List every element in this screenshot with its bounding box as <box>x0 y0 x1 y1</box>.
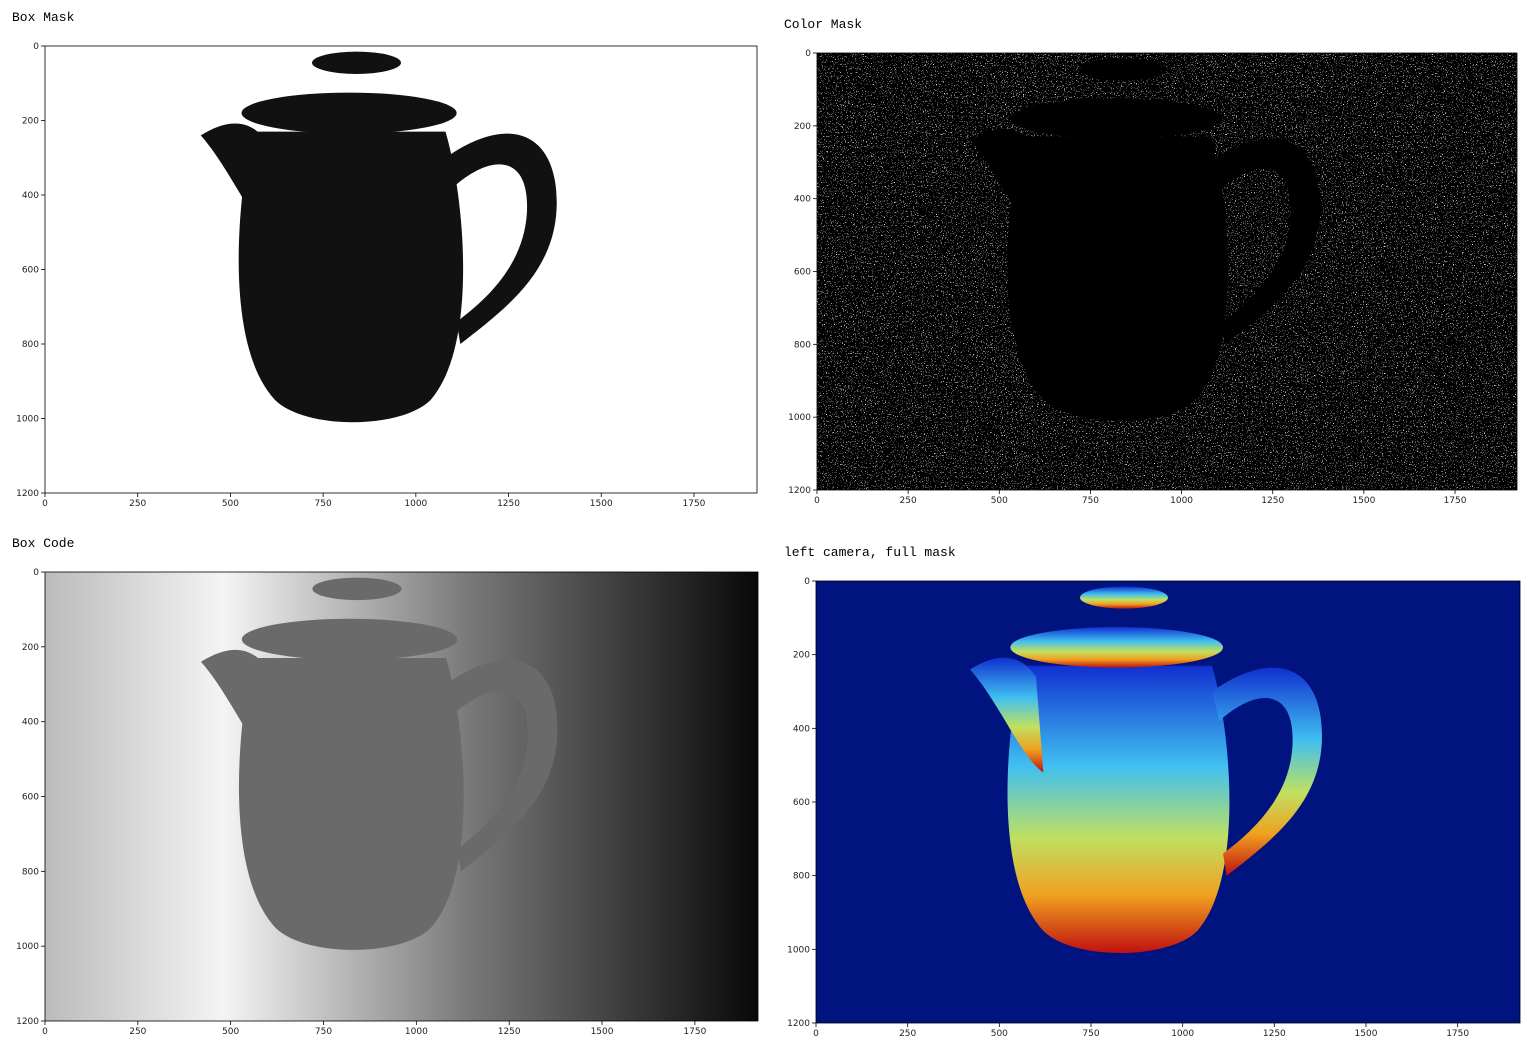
x-tick-label: 1500 <box>590 499 613 509</box>
y-tick-label: 1000 <box>16 942 39 952</box>
x-tick-label: 1750 <box>1444 496 1467 506</box>
x-tick-label: 500 <box>222 1027 239 1037</box>
image <box>45 572 758 1021</box>
image <box>817 53 1517 490</box>
x-tick-label: 1000 <box>1170 496 1193 506</box>
y-tick-label: 1200 <box>787 1019 810 1029</box>
y-tick-label: 400 <box>793 724 810 734</box>
x-tick-label: 0 <box>42 499 48 509</box>
x-tick-label: 250 <box>129 1027 146 1037</box>
y-tick-label: 400 <box>22 718 39 728</box>
y-tick-label: 1000 <box>16 415 39 425</box>
y-tick-label: 1200 <box>16 1017 39 1027</box>
y-tick-label: 200 <box>22 643 39 653</box>
x-tick-label: 1500 <box>1352 496 1375 506</box>
x-tick-label: 250 <box>900 496 917 506</box>
y-tick-label: 200 <box>793 651 810 661</box>
x-tick-label: 1250 <box>1263 1029 1286 1039</box>
panel-title: Box Mask <box>12 10 75 25</box>
x-tick-label: 500 <box>991 1029 1008 1039</box>
x-tick-label: 750 <box>315 1027 332 1037</box>
image <box>45 46 757 493</box>
y-tick-label: 800 <box>794 340 811 350</box>
y-tick-label: 600 <box>794 268 811 278</box>
y-tick-label: 600 <box>793 798 810 808</box>
x-tick-label: 250 <box>899 1029 916 1039</box>
x-tick-label: 750 <box>315 499 332 509</box>
y-tick-label: 600 <box>22 793 39 803</box>
y-tick-label: 400 <box>794 195 811 205</box>
y-tick-label: 200 <box>22 117 39 127</box>
y-tick-label: 600 <box>22 266 39 276</box>
panel: left camera, full mask 0 250 500 750 1000 1250… <box>784 545 1521 1039</box>
y-tick-label: 1200 <box>788 486 811 496</box>
x-tick-label: 0 <box>813 1029 819 1039</box>
y-tick-label: 400 <box>22 191 39 201</box>
panel: Box Mask 0 250 500 750 1000 1250 1500 1750 0 200 40… <box>12 10 758 509</box>
x-tick-label: 1000 <box>1171 1029 1194 1039</box>
y-tick-label: 0 <box>805 49 811 59</box>
x-tick-label: 1750 <box>1446 1029 1469 1039</box>
panel: Color Mask 0 250 500 750 1000 1250 1500 1750 0 200… <box>784 17 1518 506</box>
x-tick-label: 1250 <box>498 1027 521 1037</box>
x-tick-label: 1000 <box>405 1027 428 1037</box>
x-tick-label: 1750 <box>683 1027 706 1037</box>
panel-title: Box Code <box>12 536 74 551</box>
panel-title: Color Mask <box>784 17 862 32</box>
x-tick-label: 250 <box>129 499 146 509</box>
x-tick-label: 1250 <box>1261 496 1284 506</box>
y-tick-label: 1200 <box>16 489 39 499</box>
y-tick-label: 800 <box>22 340 39 350</box>
x-tick-label: 500 <box>222 499 239 509</box>
x-tick-label: 1750 <box>683 499 706 509</box>
y-tick-label: 200 <box>794 122 811 132</box>
y-tick-label: 0 <box>804 577 810 587</box>
x-tick-label: 1000 <box>404 499 427 509</box>
y-tick-label: 800 <box>793 872 810 882</box>
y-tick-label: 800 <box>22 867 39 877</box>
x-tick-label: 750 <box>1082 496 1099 506</box>
x-tick-label: 0 <box>814 496 820 506</box>
x-tick-label: 0 <box>42 1027 48 1037</box>
x-tick-label: 1250 <box>497 499 520 509</box>
x-tick-label: 1500 <box>591 1027 614 1037</box>
x-tick-label: 1500 <box>1355 1029 1378 1039</box>
panel: Box Code 0 250 500 750 1000 1250 1500 1750 0 200 40… <box>12 536 759 1037</box>
panel-title: left camera, full mask <box>784 545 956 560</box>
y-tick-label: 0 <box>33 568 39 578</box>
y-tick-label: 1000 <box>787 945 810 955</box>
y-tick-label: 1000 <box>788 413 811 423</box>
x-tick-label: 500 <box>991 496 1008 506</box>
x-tick-label: 750 <box>1082 1029 1099 1039</box>
y-tick-label: 0 <box>33 42 39 52</box>
image <box>816 581 1520 1023</box>
